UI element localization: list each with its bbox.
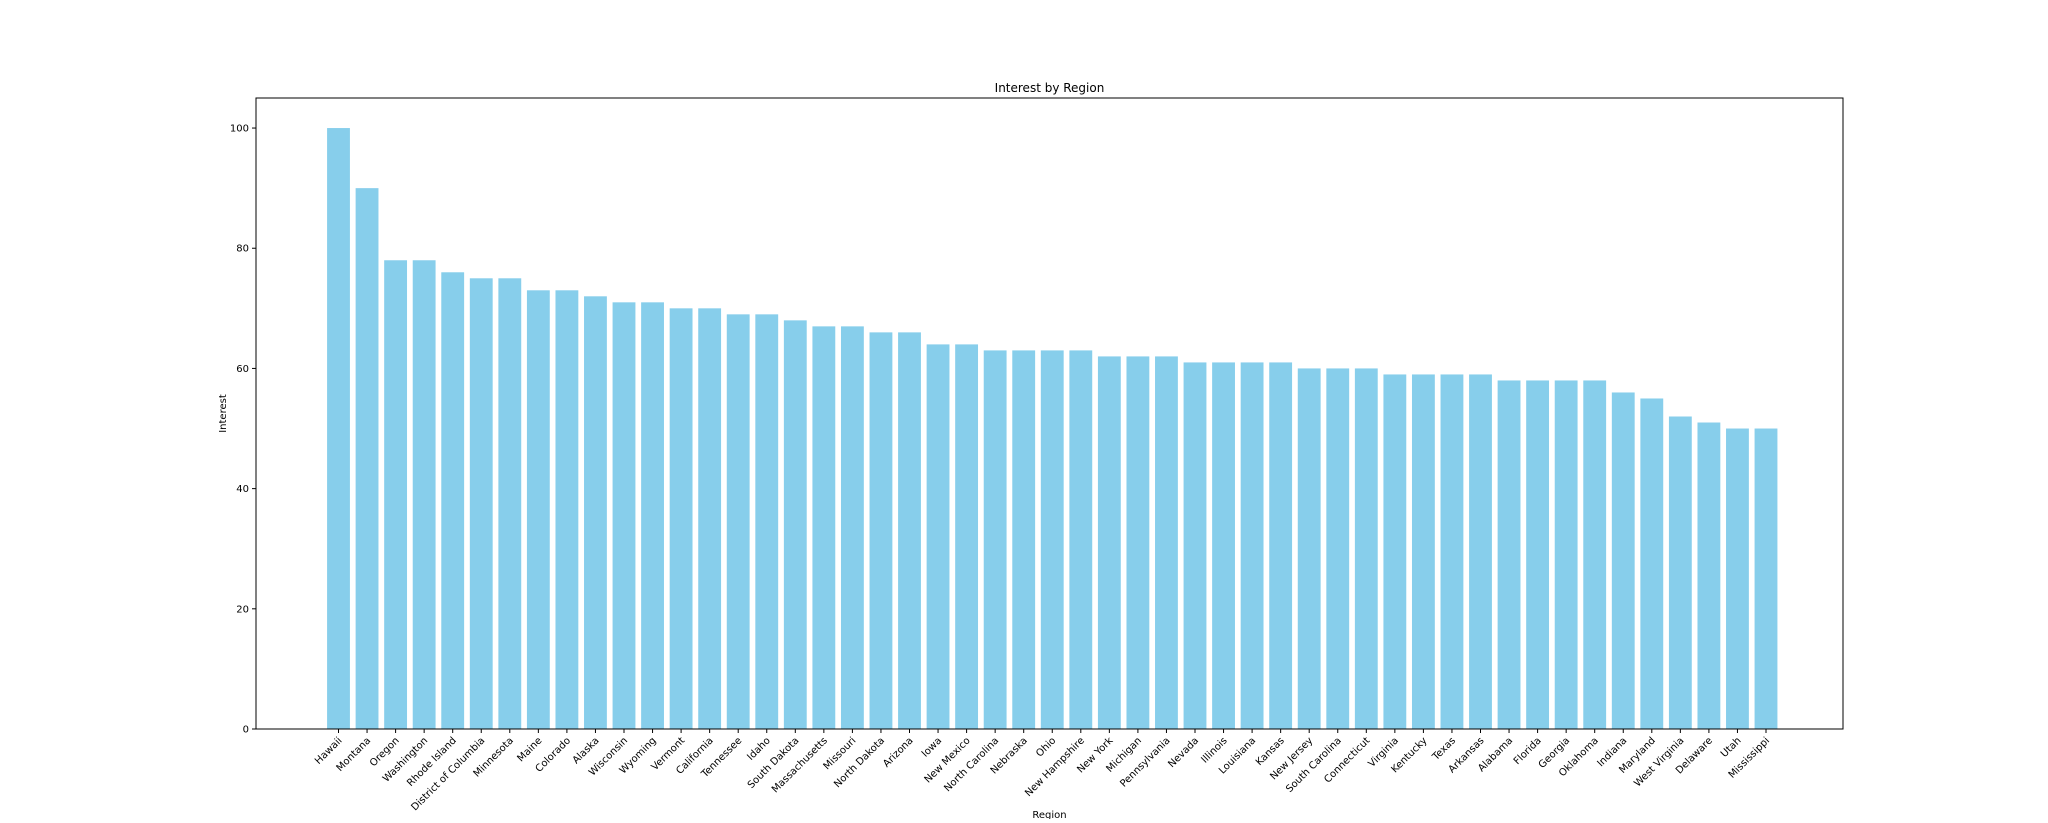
bar: [1668, 416, 1692, 729]
y-axis: 0 20 40 60 80 100: [230, 124, 256, 736]
bar: [1097, 356, 1121, 729]
bar: [812, 326, 836, 729]
y-tick-label: 20: [236, 604, 249, 615]
bar: [783, 320, 807, 729]
bar: [1240, 362, 1264, 729]
bar: [1155, 356, 1178, 729]
bar: [755, 314, 779, 729]
bar: [669, 308, 693, 729]
bar: [355, 188, 379, 729]
y-tick-label: 0: [243, 725, 249, 736]
y-axis-label: Interest: [218, 394, 229, 433]
bar: [840, 326, 864, 729]
bar: [412, 260, 436, 729]
bar: [641, 302, 664, 729]
bar: [498, 278, 522, 729]
y-tick-label: 80: [236, 244, 249, 255]
bar: [1640, 398, 1664, 729]
bar: [1583, 380, 1607, 729]
bar: [1383, 374, 1407, 729]
bar: [926, 344, 950, 729]
bar: [612, 302, 636, 729]
bar: [1297, 368, 1321, 729]
bar: [555, 290, 579, 729]
bar: [1269, 362, 1293, 729]
bar: [1497, 380, 1521, 729]
y-tick-label: 40: [236, 484, 249, 495]
bar: [1440, 374, 1464, 729]
bar: [1726, 428, 1749, 729]
bar: [584, 296, 607, 729]
bar: [1754, 428, 1778, 729]
bar: [327, 128, 350, 730]
chart-title: Interest by Region: [995, 81, 1105, 95]
bars-layer: [327, 128, 1778, 730]
bar: [1354, 368, 1378, 729]
bar: [1469, 374, 1492, 729]
bar: [1326, 368, 1350, 729]
bar: [384, 260, 408, 729]
bar: [698, 308, 722, 729]
bar: [526, 290, 550, 729]
y-tick-label: 60: [236, 364, 249, 375]
bar: [441, 272, 465, 729]
bar: [898, 332, 921, 729]
bar: [726, 314, 750, 729]
bar: [1611, 392, 1635, 729]
bar: [1126, 356, 1150, 729]
bar: [1554, 380, 1578, 729]
bar: [1012, 350, 1036, 729]
bar: [1040, 350, 1064, 729]
bar: [469, 278, 493, 729]
y-tick-label: 100: [230, 124, 249, 135]
bar: [1697, 422, 1721, 729]
bar: [983, 350, 1007, 729]
bar: [869, 332, 893, 729]
plot-frame: [255, 97, 1844, 730]
bar: [1183, 362, 1207, 729]
bar: [1069, 350, 1093, 729]
x-axis-label: Region: [1032, 810, 1066, 819]
bar: [1526, 380, 1550, 729]
bar: [955, 344, 979, 729]
bar: [1411, 374, 1435, 729]
bar: [1212, 362, 1235, 729]
